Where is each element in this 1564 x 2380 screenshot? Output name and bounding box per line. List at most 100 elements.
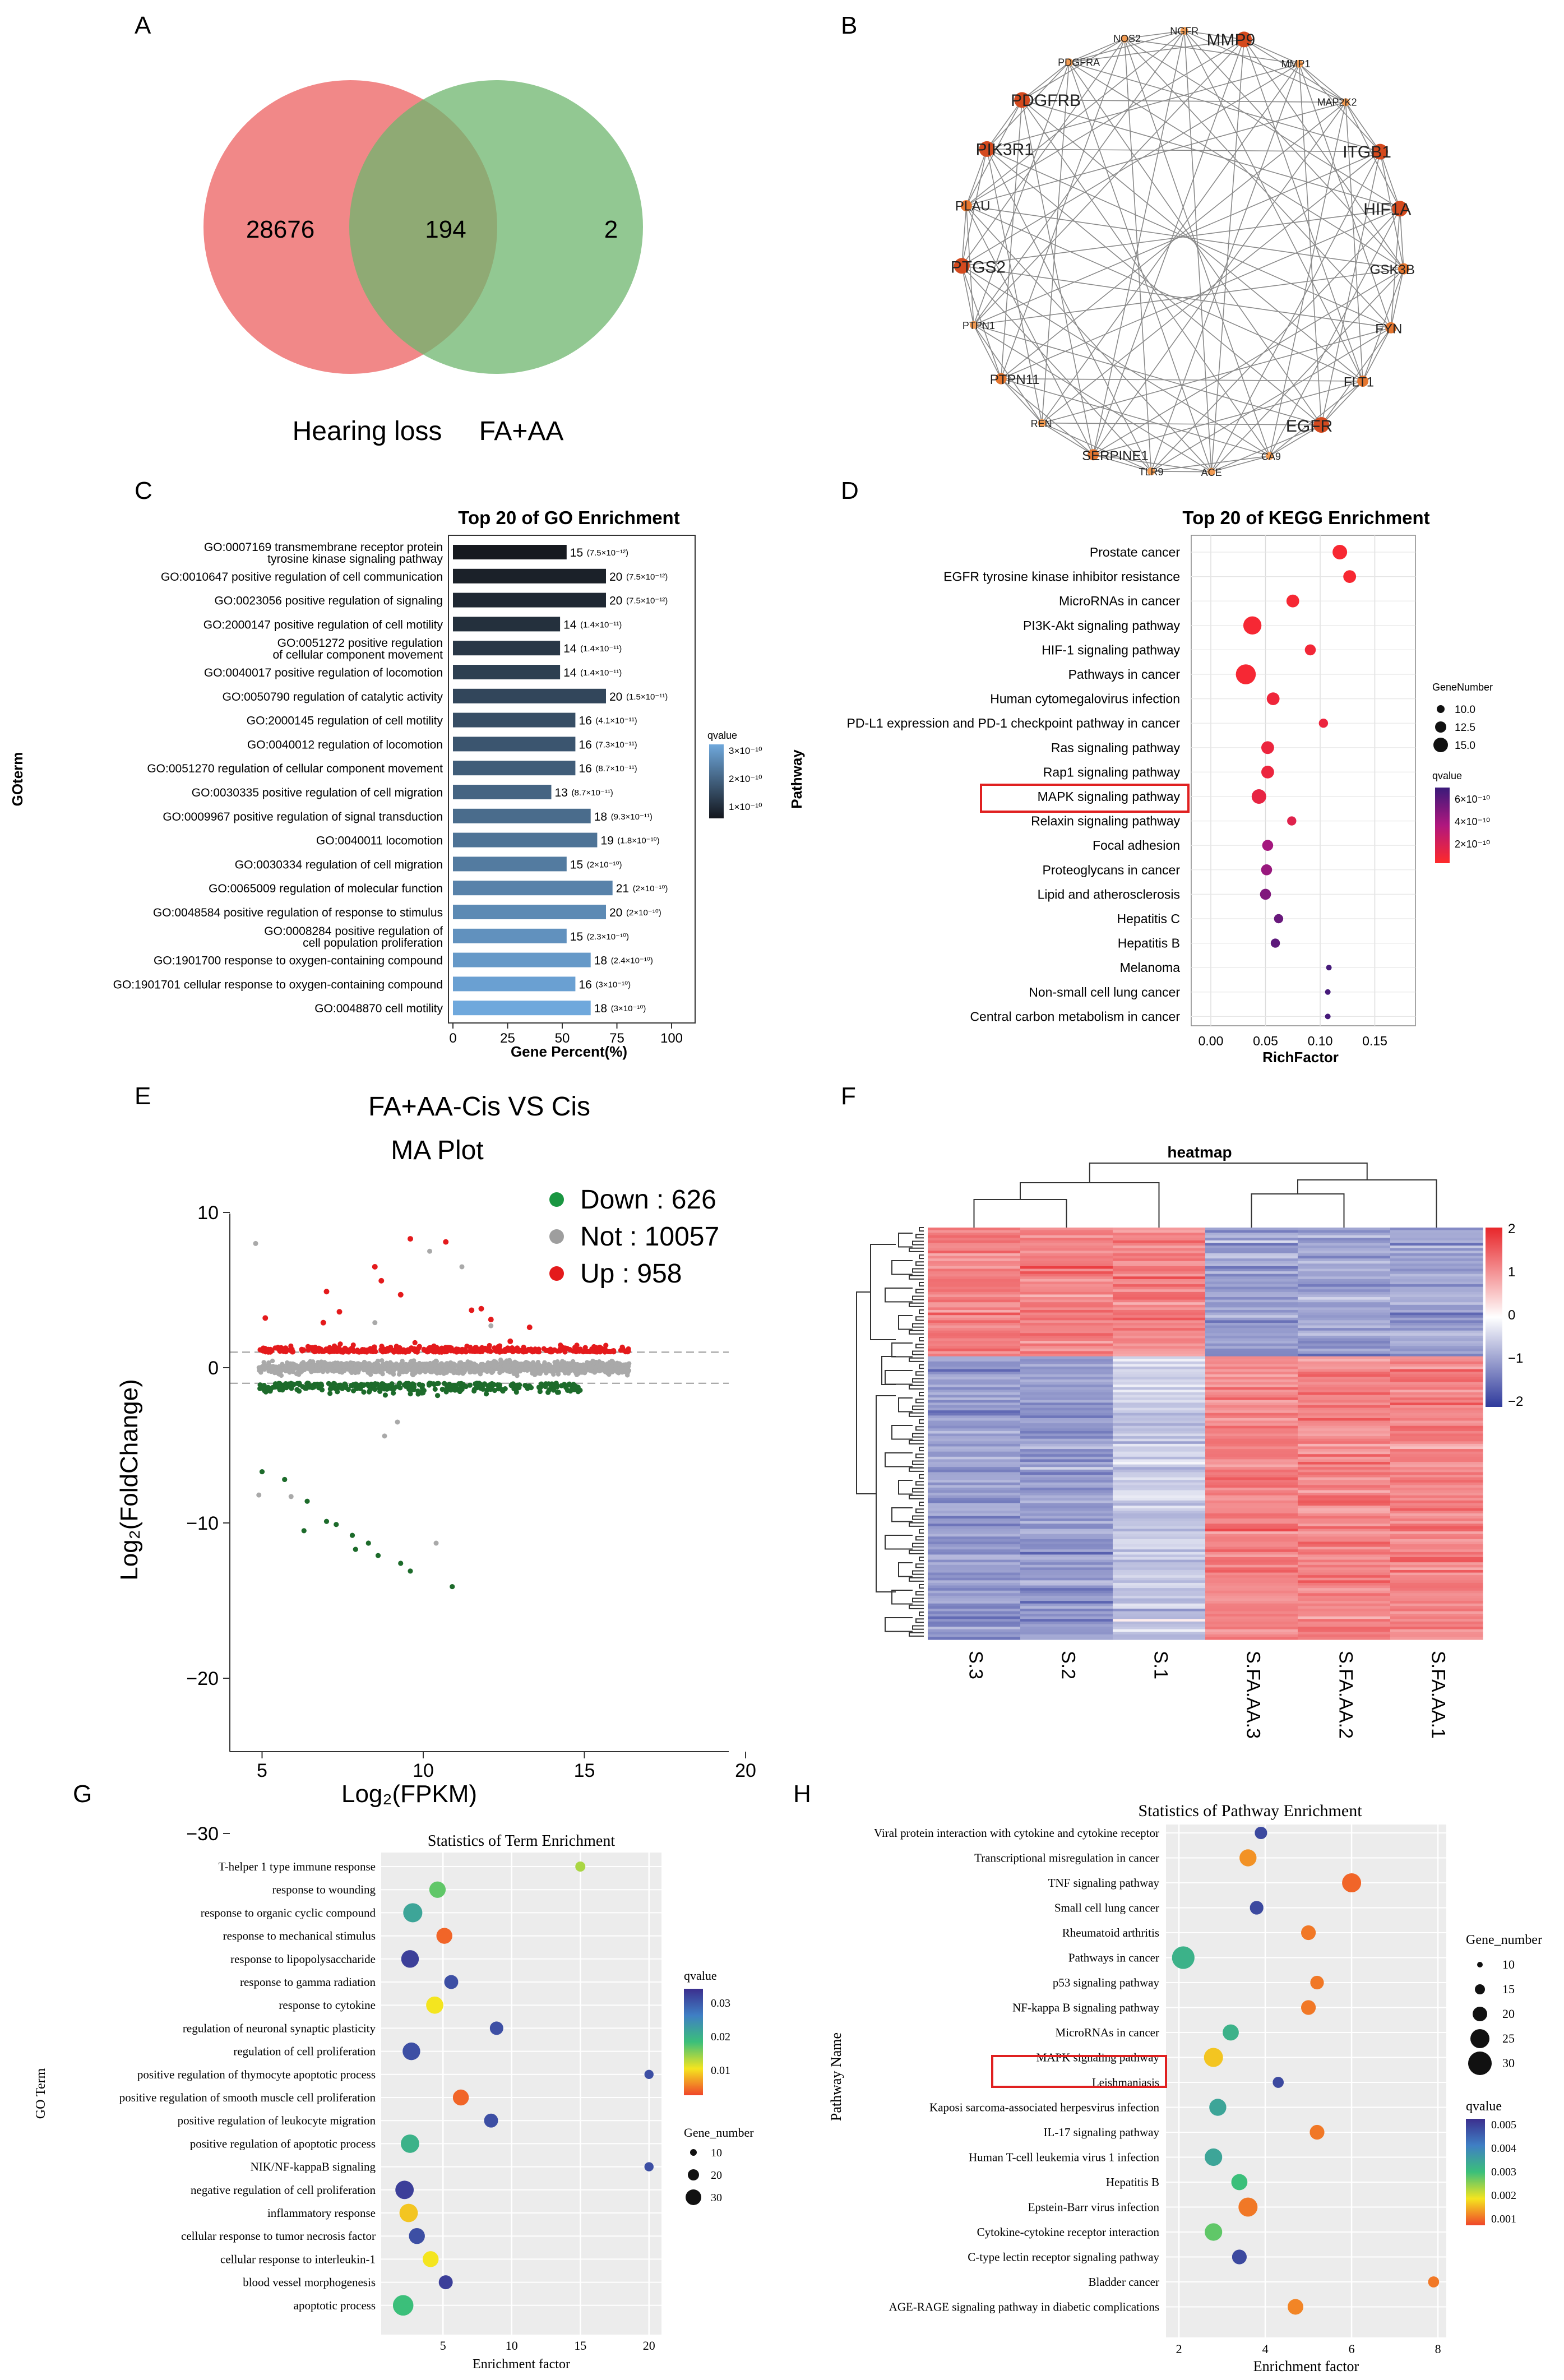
go-term-label: GO:2000145 regulation of cell motility <box>247 715 443 728</box>
chart-c-legend-bar <box>709 744 724 818</box>
heatmap-cell <box>1020 1495 1113 1498</box>
heatmap-cell <box>1390 1575 1483 1578</box>
heatmap-cell <box>1020 1438 1113 1442</box>
heatmap-cell <box>1020 1369 1113 1372</box>
heatmap-cell <box>1205 1367 1298 1370</box>
network-node <box>1065 58 1073 67</box>
heatmap-cell <box>1390 1569 1483 1573</box>
network-edge <box>1362 268 1404 382</box>
heatmap-cell <box>1298 1402 1391 1406</box>
heatmap-cell <box>928 1526 1021 1530</box>
heatmap-cell <box>928 1595 1021 1599</box>
heatmap-cell <box>1020 1263 1113 1267</box>
heatmap-cell <box>1205 1348 1298 1352</box>
heatmap-cell <box>1205 1343 1298 1346</box>
ma-point-down <box>263 1389 269 1395</box>
heatmap-cell <box>1205 1482 1298 1485</box>
ma-point-up <box>496 1344 502 1350</box>
h-pathway-dot <box>1209 2099 1227 2116</box>
heatmap-cell <box>928 1307 1021 1311</box>
h-color-legend-label: 0.003 <box>1491 2166 1516 2178</box>
heatmap-cell <box>1390 1627 1483 1630</box>
network-edge <box>966 205 974 325</box>
go-bar-count: 20 <box>609 571 622 584</box>
heatmap-cell <box>1298 1482 1391 1485</box>
heatmap-cell <box>1298 1621 1391 1625</box>
chart-f-scale-bar <box>1486 1228 1502 1407</box>
heatmap-cell <box>928 1346 1021 1349</box>
go-bar <box>453 617 561 632</box>
kegg-dot <box>1325 1013 1331 1020</box>
heatmap-cell <box>928 1248 1021 1251</box>
network-node <box>1392 201 1408 217</box>
ma-point-down <box>354 1386 360 1391</box>
heatmap-cell <box>1205 1279 1298 1282</box>
heatmap-cell <box>1113 1343 1206 1346</box>
venn-left-count: 28676 <box>246 216 314 243</box>
heatmap-cell <box>1298 1539 1391 1543</box>
heatmap-cell <box>1020 1616 1113 1619</box>
ma-point-down <box>272 1381 279 1387</box>
ma-point-down <box>456 1381 462 1387</box>
heatmap-cell <box>1205 1302 1298 1305</box>
heatmap-cell <box>1205 1320 1298 1323</box>
heatmap-cell <box>1205 1392 1298 1396</box>
network-edge <box>966 149 988 206</box>
heatmap-cell <box>1113 1534 1206 1537</box>
h-pathway-label: Transcriptional misregulation in cancer <box>974 1851 1159 1865</box>
chart-c-legend-ticks: 3×10⁻¹⁰2×10⁻¹⁰1×10⁻¹⁰ <box>729 746 762 812</box>
network-node <box>1357 375 1369 387</box>
ma-point-not <box>533 1369 538 1374</box>
heatmap-cell <box>1390 1469 1483 1473</box>
heatmap-cell <box>1205 1354 1298 1357</box>
heatmap-cell <box>1390 1567 1483 1571</box>
heatmap-cell <box>928 1266 1021 1270</box>
ma-point-not <box>266 1360 271 1365</box>
network-node-label: ACE <box>1201 467 1222 478</box>
heatmap-cell <box>1298 1279 1391 1282</box>
heatmap-cell <box>1020 1379 1113 1383</box>
heatmap-cell <box>1020 1238 1113 1241</box>
ma-point-not <box>280 1362 285 1367</box>
heatmap-cell <box>1298 1235 1391 1238</box>
ma-point-not <box>623 1368 628 1373</box>
heatmap-cell <box>1205 1402 1298 1406</box>
ma-point-down <box>282 1476 288 1483</box>
ma-point-not <box>355 1370 361 1375</box>
heatmap-cell <box>928 1317 1021 1321</box>
h-pathway-label: Kaposi sarcoma-associated herpesvirus in… <box>929 2101 1159 2114</box>
heatmap-cell <box>1205 1480 1298 1483</box>
network-node-label: PTPN1 <box>963 320 995 331</box>
heatmap-cell <box>1020 1372 1113 1375</box>
kegg-dot <box>1286 594 1299 608</box>
ma-point-up <box>321 1349 327 1354</box>
heatmap-cell <box>928 1637 1021 1640</box>
chart-g-y-label: GO Term <box>34 2068 48 2119</box>
ma-point-not <box>379 1368 384 1374</box>
heatmap-cell <box>1205 1251 1298 1254</box>
heatmap-cell <box>1113 1485 1206 1488</box>
heatmap-cell <box>1298 1266 1391 1270</box>
heatmap-scale-label: 0 <box>1508 1308 1515 1323</box>
heatmap-cell <box>1390 1343 1483 1346</box>
heatmap-cell <box>1205 1487 1298 1491</box>
go-bar <box>453 641 561 656</box>
heatmap-cell <box>1298 1369 1391 1372</box>
heatmap-cell <box>1020 1621 1113 1625</box>
go-bar-qvalue: (7.5×10⁻¹²) <box>626 572 668 582</box>
network-edge <box>1321 151 1381 425</box>
heatmap-cell <box>1113 1361 1206 1365</box>
g-term-label: regulation of cell proliferation <box>233 2045 376 2058</box>
heatmap-cell <box>1298 1356 1391 1359</box>
heatmap-cell <box>1390 1438 1483 1442</box>
heatmap-cell <box>1298 1354 1391 1357</box>
h-color-legend-label: 0.005 <box>1491 2119 1516 2131</box>
heatmap-cell <box>1205 1449 1298 1452</box>
heatmap-cell <box>1298 1359 1391 1362</box>
heatmap-cell <box>1298 1536 1391 1540</box>
heatmap-cell <box>1390 1256 1483 1259</box>
heatmap-cell <box>1205 1577 1298 1581</box>
heatmap-cell <box>1390 1451 1483 1455</box>
